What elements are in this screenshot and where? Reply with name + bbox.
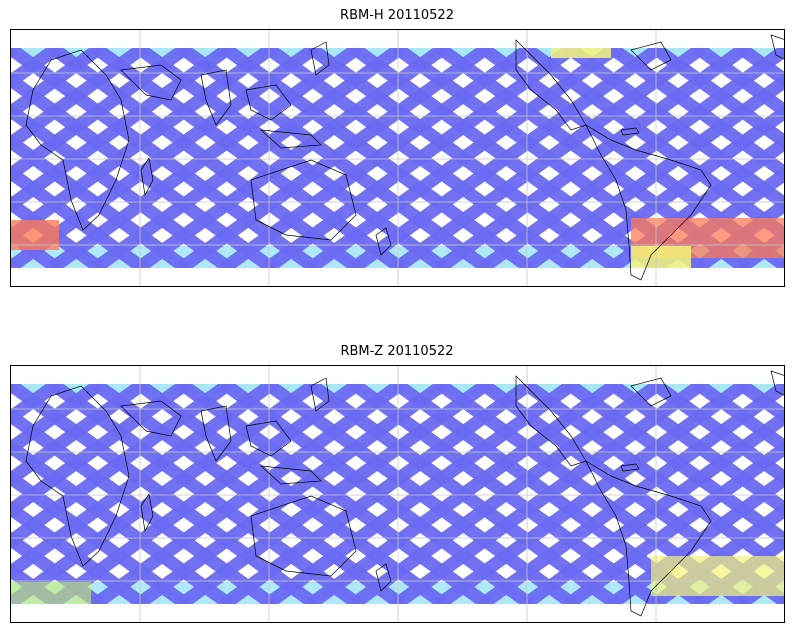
- swath-descending: [11, 384, 104, 457]
- swath-descending: [349, 384, 663, 604]
- coastline-segment: [259, 465, 322, 485]
- coastline-segment: [310, 377, 330, 412]
- swath-descending: [48, 48, 362, 268]
- swath-descending: [11, 384, 233, 549]
- coastline-segment: [310, 41, 330, 76]
- graticule: [11, 366, 784, 622]
- swath-descending: [564, 104, 784, 268]
- panel-title-rbm-z: RBM-Z 20110522: [340, 344, 454, 359]
- warm-patch-south-pacific-east: [651, 556, 784, 596]
- coastline-segment: [250, 495, 357, 577]
- swath-descending: [392, 48, 706, 268]
- swath-descending: [11, 48, 190, 183]
- swath-descending: [48, 384, 362, 604]
- swath-descending: [392, 384, 706, 604]
- coastline-segment: [259, 129, 322, 149]
- swath-descending: [134, 384, 448, 604]
- swath-descending: [263, 48, 577, 268]
- swath-descending: [220, 384, 534, 604]
- coastline-segment: [375, 227, 392, 256]
- swath-descending: [478, 48, 784, 268]
- coastlines: [25, 370, 784, 617]
- coastline-segment: [770, 34, 784, 60]
- coastline-segment: [515, 375, 587, 467]
- coastline-segment: [245, 420, 292, 457]
- warm-patch-north: [551, 48, 611, 58]
- swath-descending: [478, 384, 784, 604]
- swath-descending: [177, 48, 491, 268]
- warm-patch-south-west: [11, 582, 91, 604]
- swath-descending: [521, 73, 784, 268]
- swath-ascending: [11, 500, 147, 604]
- swath-ascending: [650, 384, 784, 486]
- swath-descending: [306, 48, 620, 268]
- coastline-segment: [245, 84, 292, 121]
- coastline-segment: [515, 39, 587, 131]
- swath-descending: [349, 48, 663, 268]
- swath-descending: [11, 48, 147, 152]
- swath-descending: [263, 384, 577, 604]
- coastline-segment: [25, 49, 130, 231]
- coastline-segment: [200, 405, 232, 462]
- coastline-segment: [200, 69, 232, 126]
- swath-descending: [564, 440, 784, 604]
- swath-descending: [220, 48, 534, 268]
- coastline-segment: [25, 385, 130, 567]
- coastline-segment: [250, 159, 357, 241]
- swath-ascending: [11, 164, 147, 268]
- graticule: [11, 30, 784, 286]
- hotspot-south-atlantic: [11, 220, 59, 250]
- coastline-segment: [620, 127, 640, 136]
- swath-descending: [435, 384, 749, 604]
- swath-descending: [435, 48, 749, 268]
- coastline-segment: [585, 460, 712, 617]
- swath-descending: [91, 384, 405, 604]
- swath-descending: [521, 409, 784, 604]
- swath-descending: [134, 48, 448, 268]
- coastline-segment: [770, 370, 784, 396]
- coastline-segment: [120, 64, 182, 101]
- swath-descending: [91, 48, 405, 268]
- swath-descending: [306, 384, 620, 604]
- swath-ascending: [650, 48, 784, 150]
- swath-layer: [11, 48, 784, 268]
- panel-title-rbm-h: RBM-H 20110522: [340, 8, 454, 23]
- coastline-segment: [585, 124, 712, 281]
- coastline-segment: [620, 463, 640, 472]
- coastlines: [25, 34, 784, 281]
- swath-descending: [11, 384, 190, 519]
- swath-ascending: [11, 531, 104, 604]
- coastline-segment: [375, 563, 392, 592]
- swath-descending: [11, 48, 104, 121]
- swath-descending: [11, 48, 319, 268]
- swath-ascending: [693, 384, 784, 455]
- warm-patch-south-america: [631, 246, 691, 268]
- map-panel-rbm-z: [10, 365, 785, 623]
- swath-layer: [11, 384, 784, 604]
- swath-descending: [11, 48, 233, 213]
- swath-descending: [11, 384, 319, 604]
- swath-descending: [11, 384, 276, 580]
- coastline-segment: [140, 493, 154, 533]
- swath-map-rbm-z: [11, 366, 784, 622]
- coastline-segment: [630, 377, 672, 407]
- coastline-segment: [630, 41, 672, 71]
- swath-ascending: [693, 48, 784, 119]
- coastline-segment: [120, 400, 182, 437]
- coastline-segment: [140, 157, 154, 197]
- swath-descending: [177, 384, 491, 604]
- map-panel-rbm-h: [10, 29, 785, 287]
- swath-descending: [11, 384, 147, 488]
- swath-map-rbm-h: [11, 30, 784, 286]
